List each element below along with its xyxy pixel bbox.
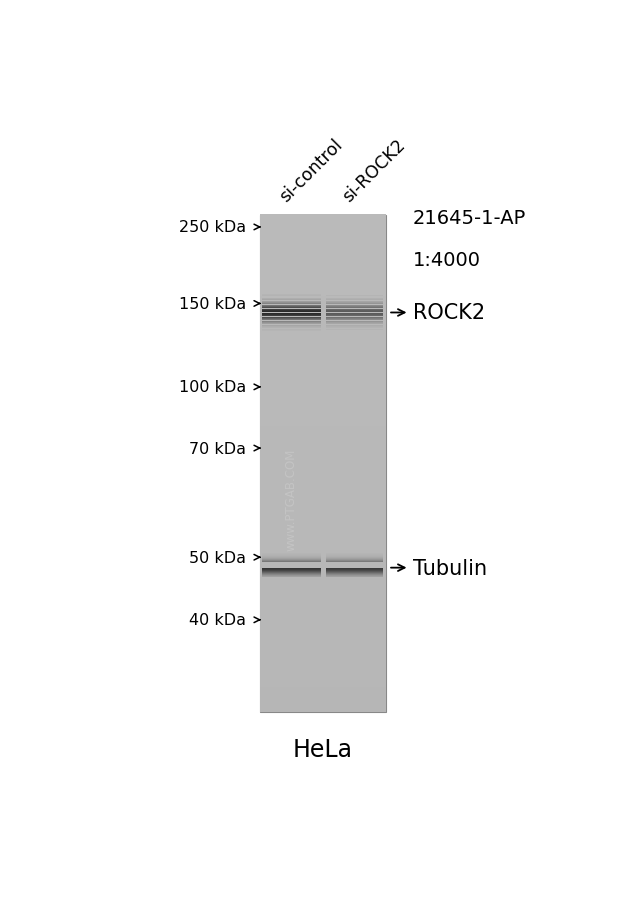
Bar (260, 681, 386, 687)
Text: 21645-1-AP: 21645-1-AP (413, 209, 526, 228)
Bar (260, 227, 386, 235)
Text: si-ROCK2: si-ROCK2 (340, 135, 410, 206)
Bar (260, 290, 386, 297)
Text: 1:4000: 1:4000 (413, 251, 481, 270)
Bar (260, 221, 386, 228)
Bar (260, 389, 386, 396)
Bar (260, 507, 386, 514)
Bar (260, 476, 386, 483)
Bar (260, 600, 386, 607)
Text: ROCK2: ROCK2 (413, 303, 485, 323)
Bar (260, 693, 386, 700)
Bar (260, 619, 386, 626)
Bar (260, 649, 386, 657)
Bar (260, 687, 386, 694)
Bar (260, 699, 386, 706)
Bar (260, 414, 386, 420)
Bar (260, 216, 386, 713)
Bar (260, 638, 386, 644)
Bar (260, 594, 386, 601)
Bar (260, 582, 386, 588)
Bar (260, 277, 386, 284)
Bar (260, 315, 386, 321)
Text: 250 kDa: 250 kDa (179, 220, 246, 235)
Bar (260, 520, 386, 526)
Bar (260, 457, 386, 465)
Bar (260, 420, 386, 427)
Bar (260, 483, 386, 489)
Bar (260, 470, 386, 476)
Bar (260, 259, 386, 265)
Bar (260, 538, 386, 545)
Bar (260, 364, 386, 371)
Bar (260, 513, 386, 520)
Text: 40 kDa: 40 kDa (189, 612, 246, 628)
Bar (260, 308, 386, 315)
Bar (260, 606, 386, 613)
Bar (260, 283, 386, 290)
Bar (260, 265, 386, 272)
Bar (260, 612, 386, 620)
Bar (260, 445, 386, 452)
Bar (260, 339, 386, 346)
Bar (260, 631, 386, 638)
Bar (260, 377, 386, 383)
Bar (260, 438, 386, 446)
Bar (260, 550, 386, 557)
Bar (260, 494, 386, 502)
Bar (260, 501, 386, 508)
Bar (260, 563, 386, 570)
Bar (260, 656, 386, 663)
Bar (260, 464, 386, 471)
Bar (260, 488, 386, 495)
Text: Tubulin: Tubulin (413, 558, 487, 578)
Bar (260, 526, 386, 532)
Bar (260, 575, 386, 582)
Bar (260, 432, 386, 439)
Bar (260, 272, 386, 278)
Bar (260, 240, 386, 247)
Text: www.PTGAB.COM: www.PTGAB.COM (285, 447, 297, 550)
Bar (260, 569, 386, 575)
Text: HeLa: HeLa (293, 737, 353, 760)
Bar (260, 544, 386, 551)
Bar (260, 345, 386, 353)
Bar (260, 371, 386, 377)
Text: 150 kDa: 150 kDa (179, 297, 246, 311)
Bar (260, 296, 386, 303)
Bar (260, 451, 386, 458)
Bar (260, 557, 386, 564)
Bar (260, 246, 386, 253)
Bar (260, 625, 386, 631)
Bar (260, 321, 386, 327)
Bar (260, 532, 386, 538)
Bar (260, 327, 386, 334)
Text: si-control: si-control (276, 135, 347, 206)
Bar (260, 395, 386, 402)
Bar (260, 705, 386, 713)
Bar (260, 587, 386, 594)
Bar (260, 216, 386, 222)
Bar (260, 408, 386, 415)
Bar (260, 234, 386, 241)
Text: 70 kDa: 70 kDa (189, 441, 246, 456)
Bar (260, 668, 386, 676)
Bar (260, 333, 386, 340)
Bar (260, 253, 386, 260)
Bar (260, 382, 386, 390)
Bar (260, 302, 386, 309)
Bar (260, 401, 386, 409)
Text: 100 kDa: 100 kDa (179, 380, 246, 395)
Text: 50 kDa: 50 kDa (189, 550, 246, 565)
Bar (260, 675, 386, 681)
Bar (260, 427, 386, 433)
Bar (260, 352, 386, 359)
Bar (260, 643, 386, 650)
Bar (260, 358, 386, 365)
Bar (260, 662, 386, 669)
